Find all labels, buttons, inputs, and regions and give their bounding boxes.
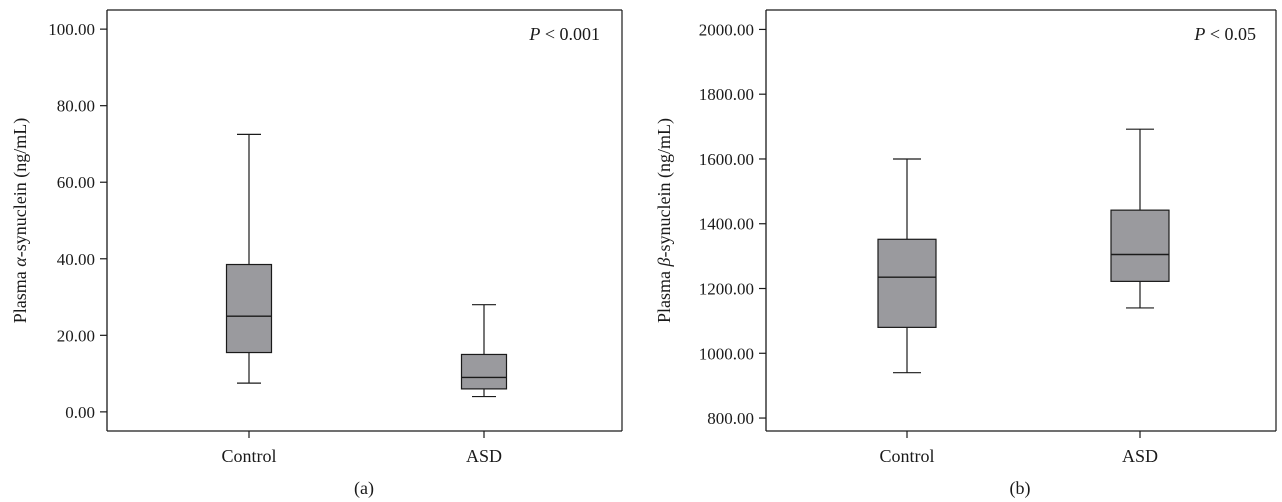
panel-label: (b) xyxy=(1010,478,1031,499)
iqr-box xyxy=(877,238,937,328)
p-value-text: < 0.001 xyxy=(540,24,600,44)
y-tick-label: 1200.00 xyxy=(699,280,754,299)
x-tick-label: ASD xyxy=(1122,446,1158,466)
box-control xyxy=(225,133,273,384)
y-title-symbol: β xyxy=(654,257,674,267)
x-tick-label: Control xyxy=(221,446,276,466)
iqr-box xyxy=(225,263,273,354)
panel-label: (a) xyxy=(354,478,374,499)
y-tick-label: 800.00 xyxy=(707,409,754,428)
y-tick-label: 80.00 xyxy=(57,97,95,116)
y-tick-label: 0.00 xyxy=(65,403,95,422)
y-tick-label: 40.00 xyxy=(57,250,95,269)
y-axis-title: Plasma α-synuclein (ng/mL) xyxy=(10,118,31,323)
box-asd xyxy=(1110,128,1170,309)
y-tick-label: 1800.00 xyxy=(699,85,754,104)
y-title-prefix: Plasma xyxy=(10,267,30,324)
x-tick-label: Control xyxy=(879,446,934,466)
x-tick-label: ASD xyxy=(466,446,502,466)
p-value-text: < 0.05 xyxy=(1205,24,1256,44)
box-control xyxy=(877,158,937,374)
iqr-box xyxy=(460,353,508,390)
y-title-symbol: α xyxy=(10,257,30,267)
panel-b: 800.00 1000.00 1200.00 1400.00 1600.00 1800.0… xyxy=(654,9,1277,499)
y-title-prefix: Plasma xyxy=(654,266,674,323)
iqr-box xyxy=(1110,209,1170,282)
y-tick-label: 1000.00 xyxy=(699,344,754,363)
p-value-annotation: P < 0.05 xyxy=(1193,24,1256,44)
p-value-annotation: P < 0.001 xyxy=(528,24,600,44)
panel-a: 0.00 20.00 40.00 60.00 80.00 100.00 Control ASD… xyxy=(10,9,623,499)
y-tick-label: 2000.00 xyxy=(699,20,754,39)
y-title-suffix: -synuclein (ng/mL) xyxy=(654,118,675,257)
y-tick-label: 1600.00 xyxy=(699,150,754,169)
y-axis-title: Plasma β-synuclein (ng/mL) xyxy=(654,118,675,323)
y-tick-label: 100.00 xyxy=(48,20,95,39)
box-asd xyxy=(460,304,508,398)
y-tick-label: 20.00 xyxy=(57,326,95,345)
y-title-suffix: -synuclein (ng/mL) xyxy=(10,118,31,257)
p-value-symbol: P xyxy=(528,24,540,44)
y-tick-label: 1400.00 xyxy=(699,215,754,234)
p-value-symbol: P xyxy=(1193,24,1205,44)
y-tick-label: 60.00 xyxy=(57,173,95,192)
